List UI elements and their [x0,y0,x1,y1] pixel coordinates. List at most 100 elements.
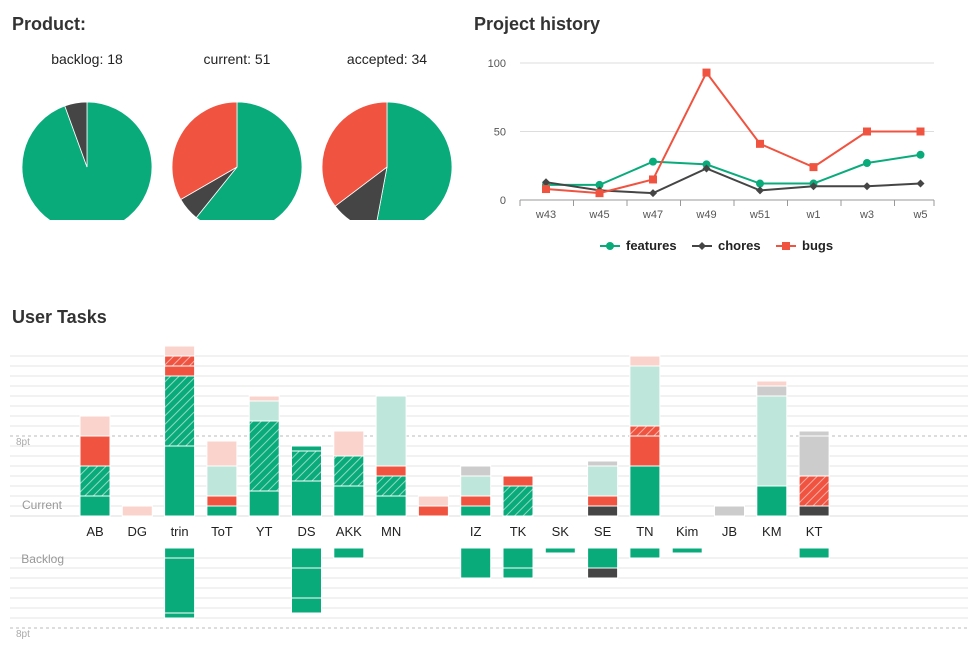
task-segment-current[interactable] [460,475,492,497]
task-segment-current[interactable] [417,495,449,507]
user-label: SE [594,524,612,539]
task-segment-current[interactable] [206,465,238,497]
legend-label-chores: chores [718,238,761,253]
task-segment-current[interactable] [164,445,196,517]
task-segment-current[interactable] [629,355,661,367]
x-tick-label: w3 [859,209,874,221]
task-segment-current[interactable] [460,495,492,507]
task-segment-current[interactable] [502,485,534,517]
task-segment-current[interactable] [798,505,830,517]
task-segment-current[interactable] [375,465,407,477]
task-segment-current[interactable] [375,395,407,467]
task-segment-backlog[interactable] [629,547,661,559]
task-segment-current[interactable] [629,465,661,517]
task-segment-current[interactable] [79,415,111,437]
task-segment-backlog[interactable] [544,547,576,554]
task-segment-current[interactable] [756,395,788,487]
task-segment-current[interactable] [629,435,661,467]
task-segment-backlog[interactable] [164,547,196,559]
task-segment-current[interactable] [502,475,534,487]
task-segment-current[interactable] [587,460,619,467]
legend-marker-features [606,242,614,250]
task-segment-current[interactable] [291,480,322,517]
task-segment-current[interactable] [79,495,111,517]
task-segment-current[interactable] [79,465,111,497]
x-tick-label: w51 [749,209,770,221]
legend-label-bugs: bugs [802,238,833,253]
point-chores [756,186,764,195]
point-features [863,159,871,168]
user-label: IZ [470,524,482,539]
task-segment-current[interactable] [121,505,153,517]
task-segment-current[interactable] [587,505,619,517]
task-segment-current[interactable] [629,425,661,437]
task-segment-current[interactable] [206,505,238,517]
pie-slice-features [195,101,303,220]
point-chores [809,182,818,191]
x-tick-label: w47 [642,209,663,221]
task-segment-current[interactable] [164,345,196,357]
task-segment-backlog[interactable] [164,612,196,619]
task-segment-backlog[interactable] [587,547,619,569]
task-segment-current[interactable] [291,450,322,482]
task-segment-current[interactable] [629,365,661,427]
pie-slice-bugs [171,101,238,201]
task-segment-backlog[interactable] [587,567,619,579]
task-segment-current[interactable] [291,445,322,452]
task-segment-backlog[interactable] [502,567,534,579]
task-segment-current[interactable] [206,440,238,467]
task-segment-current[interactable] [333,455,365,487]
task-segment-current[interactable] [798,435,830,477]
task-segment-current[interactable] [79,435,111,467]
legend-marker-chores [698,242,706,250]
task-segment-backlog[interactable] [291,547,322,569]
point-chores [649,189,657,198]
task-segment-current[interactable] [375,495,407,517]
task-segment-current[interactable] [375,475,407,497]
task-segment-current[interactable] [333,430,365,457]
task-segment-current[interactable] [460,465,492,477]
reference-label: 8pt [16,437,30,448]
task-segment-current[interactable] [587,465,619,497]
task-segment-backlog[interactable] [502,547,534,569]
task-segment-current[interactable] [206,495,238,507]
task-segment-backlog[interactable] [333,547,365,559]
current-row-label: Current [22,498,63,512]
series-line-features [546,153,921,186]
task-segment-backlog[interactable] [291,597,322,614]
task-segment-current[interactable] [587,495,619,507]
point-bugs [542,185,550,194]
task-segment-current[interactable] [164,365,196,377]
task-segment-current[interactable] [798,475,830,507]
user-tasks-title: User Tasks [12,307,107,327]
task-segment-backlog[interactable] [671,547,703,554]
task-segment-current[interactable] [756,385,788,397]
task-segment-current[interactable] [460,505,492,517]
backlog-row-label: Backlog [21,552,64,566]
task-segment-current[interactable] [248,400,280,422]
task-segment-current[interactable] [798,430,830,437]
task-segment-backlog[interactable] [460,547,492,579]
task-segment-current[interactable] [333,485,365,517]
task-segment-current[interactable] [164,355,196,367]
task-segment-current[interactable] [248,490,280,517]
task-segment-current[interactable] [248,420,280,492]
task-segment-current[interactable] [248,395,280,402]
user-label: DG [128,524,148,539]
task-segment-current[interactable] [756,485,788,517]
task-segment-current[interactable] [714,505,745,517]
user-tasks-chart: User Tasks 8pt 8pt Current Backlog AB DG trin To… [10,307,968,640]
user-label: KM [762,524,782,539]
task-segment-current[interactable] [756,380,788,387]
task-segment-backlog[interactable] [164,557,196,614]
y-tick-label: 0 [500,195,506,207]
point-features [595,180,604,189]
task-segment-backlog[interactable] [798,547,830,559]
task-segment-backlog[interactable] [291,567,322,599]
task-segment-current[interactable] [417,505,449,517]
x-tick-label: w43 [535,209,556,221]
reference-label-backlog: 8pt [16,629,30,640]
point-bugs [809,163,818,172]
task-segment-current[interactable] [164,375,196,447]
point-features [649,157,657,166]
